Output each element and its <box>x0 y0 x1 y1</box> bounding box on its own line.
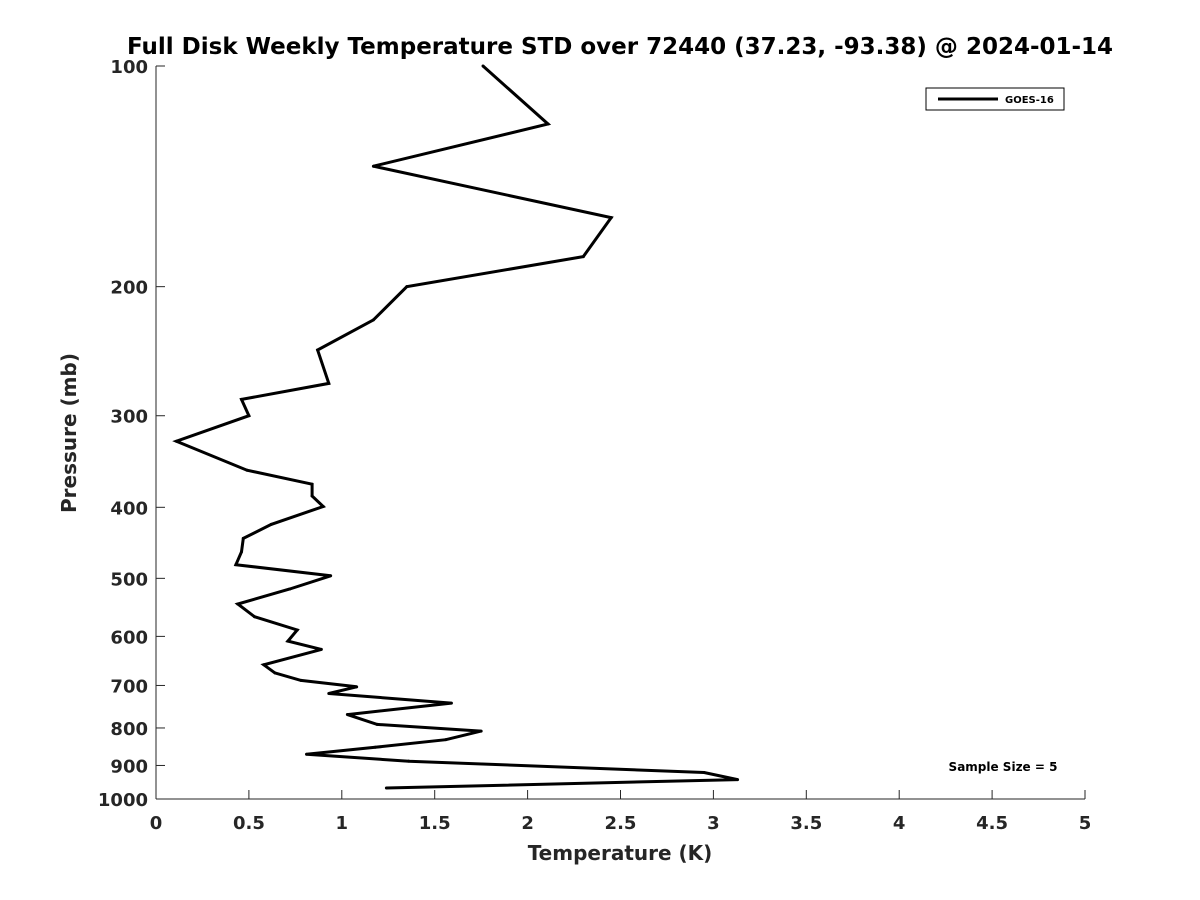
y-axis-label: Pressure (mb) <box>57 353 81 513</box>
y-axis-ticks: 100 200 300 400 500 600 700 800 900 1000 <box>98 57 165 811</box>
data-point <box>269 522 273 526</box>
x-axis-label: Temperature (K) <box>528 841 713 865</box>
x-tick-label: 1 <box>336 813 349 834</box>
series-points <box>174 64 740 790</box>
data-point <box>384 786 388 790</box>
data-point <box>234 563 238 567</box>
data-point <box>546 122 550 126</box>
data-point <box>327 692 331 696</box>
data-point <box>286 639 290 643</box>
data-point <box>329 574 333 578</box>
data-point <box>327 381 331 385</box>
data-point <box>736 778 740 782</box>
data-point <box>371 318 375 322</box>
x-tick-label: 1.5 <box>419 813 451 834</box>
data-point <box>247 414 251 418</box>
data-point <box>371 164 375 168</box>
plot-area <box>156 66 1085 799</box>
data-point <box>479 729 483 733</box>
data-point <box>609 216 613 220</box>
data-point <box>252 615 256 619</box>
x-tick-label: 5 <box>1079 813 1092 834</box>
sample-size-annotation: Sample Size = 5 <box>949 760 1058 774</box>
data-point <box>239 550 243 554</box>
data-point <box>316 348 320 352</box>
data-point <box>319 647 323 651</box>
data-point <box>241 536 245 540</box>
data-point <box>375 722 379 726</box>
data-point <box>262 663 266 667</box>
y-tick-label: 400 <box>110 498 148 519</box>
data-point <box>295 628 299 632</box>
x-tick-label: 4 <box>893 813 906 834</box>
data-point <box>310 494 314 498</box>
data-point <box>310 482 314 486</box>
x-axis-ticks: 0 0.5 1 1.5 2 2.5 3 3.5 4 4.5 5 <box>150 790 1092 834</box>
data-point <box>355 685 359 689</box>
data-point <box>239 397 243 401</box>
y-tick-label: 700 <box>110 676 148 697</box>
x-tick-label: 0.5 <box>233 813 265 834</box>
data-point <box>236 602 240 606</box>
data-point <box>299 678 303 682</box>
data-point <box>405 285 409 289</box>
x-tick-label: 4.5 <box>976 813 1008 834</box>
legend: GOES-16 <box>925 87 1065 111</box>
x-tick-label: 3.5 <box>790 813 822 834</box>
data-point <box>449 701 453 705</box>
y-tick-label: 200 <box>110 278 148 299</box>
data-point <box>288 587 292 591</box>
data-point <box>581 255 585 259</box>
x-tick-label: 2 <box>521 813 534 834</box>
y-tick-label: 100 <box>110 57 148 78</box>
data-point <box>273 671 277 675</box>
x-tick-label: 2.5 <box>605 813 637 834</box>
data-point <box>321 505 325 509</box>
y-tick-label: 900 <box>110 756 148 777</box>
y-tick-label: 500 <box>110 569 148 590</box>
data-point <box>481 64 485 68</box>
chart-title: Full Disk Weekly Temperature STD over 72… <box>127 34 1113 60</box>
data-point <box>345 713 349 717</box>
legend-entry-goes-16: GOES-16 <box>1005 95 1054 106</box>
data-point <box>444 738 448 742</box>
y-tick-label: 300 <box>110 407 148 428</box>
y-tick-label: 600 <box>110 627 148 648</box>
data-point <box>304 752 308 756</box>
y-tick-label: 800 <box>110 719 148 740</box>
x-tick-label: 0 <box>150 813 163 834</box>
data-point <box>373 745 377 749</box>
data-point <box>245 468 249 472</box>
x-tick-label: 3 <box>707 813 720 834</box>
y-tick-label: 1000 <box>98 790 148 811</box>
data-point <box>407 759 411 763</box>
data-point <box>174 439 178 443</box>
data-point <box>702 770 706 774</box>
